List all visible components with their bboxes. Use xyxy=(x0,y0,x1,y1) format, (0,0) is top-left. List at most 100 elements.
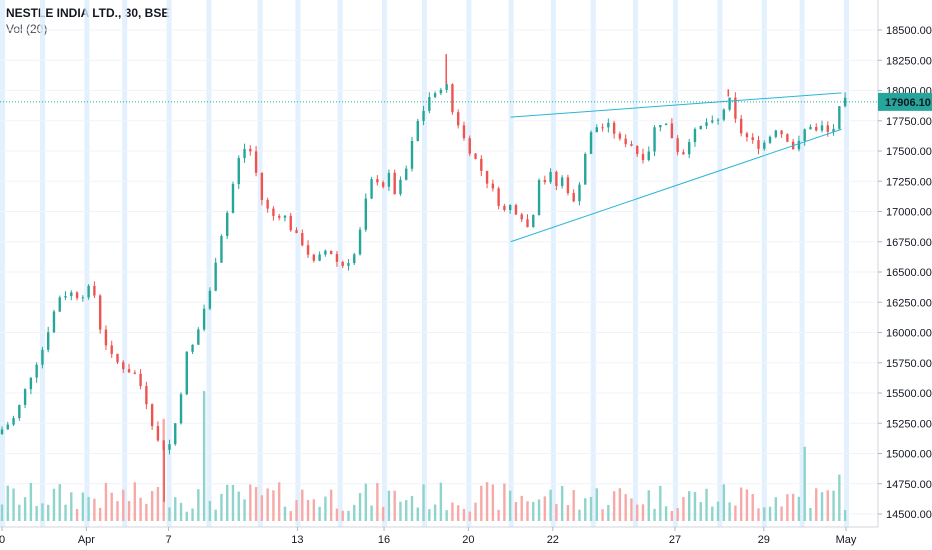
volume-bar xyxy=(370,505,373,521)
volume-bar xyxy=(35,506,38,521)
candle-body xyxy=(6,424,9,430)
candle-body xyxy=(630,144,633,146)
candle-body xyxy=(237,158,240,185)
session-band xyxy=(844,0,849,527)
candle-body xyxy=(133,372,137,374)
volume-bar xyxy=(122,489,125,521)
volume-bar xyxy=(716,501,720,521)
volume-bar xyxy=(566,505,570,521)
volume-bar xyxy=(139,497,142,521)
volume-bar xyxy=(514,502,518,521)
session-band xyxy=(550,0,556,527)
volume-bar xyxy=(699,502,702,521)
price-tick-label: 17750.00 xyxy=(886,116,932,128)
volume-bar xyxy=(318,506,321,521)
candle-body xyxy=(832,128,835,132)
volume-bar xyxy=(843,509,847,521)
volume-bar xyxy=(266,488,269,521)
volume-bar xyxy=(682,497,685,521)
volume-bar xyxy=(249,484,252,521)
volume-bar xyxy=(520,495,523,521)
volume-bar xyxy=(457,505,460,521)
volume-bar xyxy=(329,489,333,521)
trendlines xyxy=(510,92,842,243)
volume-bar xyxy=(653,508,656,521)
candle-body xyxy=(174,423,177,445)
candle-body xyxy=(514,205,518,215)
volume-bar xyxy=(29,482,33,521)
volume-bar xyxy=(220,493,223,521)
candle-body xyxy=(636,145,639,155)
volume-bar xyxy=(480,485,483,521)
session-band xyxy=(717,0,723,527)
candle-body xyxy=(324,250,327,255)
volume-bar xyxy=(237,491,240,521)
volume-bar xyxy=(705,488,708,521)
session-band xyxy=(590,0,596,527)
candle-body xyxy=(81,297,85,299)
candle-body xyxy=(503,205,506,210)
candle-body xyxy=(254,151,258,173)
candle-body xyxy=(18,404,21,419)
volume-bar xyxy=(641,504,645,521)
trendline xyxy=(510,92,842,118)
candle-body xyxy=(728,97,731,110)
volume-bar xyxy=(150,490,154,521)
session-band xyxy=(761,0,767,527)
volume-bar xyxy=(722,484,726,521)
volume-bar xyxy=(353,504,356,521)
candle-body xyxy=(428,96,431,111)
candle-body xyxy=(260,172,264,200)
volume-bar xyxy=(64,504,67,521)
time-axis-bg xyxy=(0,527,932,550)
candle-body xyxy=(283,215,287,218)
volume-bar xyxy=(405,500,408,521)
volume-bar xyxy=(110,492,113,521)
candle-body xyxy=(70,292,73,297)
session-band xyxy=(633,0,638,527)
candle-body xyxy=(462,125,466,139)
volume-bar xyxy=(104,482,108,521)
candle-body xyxy=(87,285,90,298)
volume-bar xyxy=(156,487,160,521)
volume-bar xyxy=(445,510,448,521)
grid-lines xyxy=(0,29,878,515)
session-band xyxy=(206,0,212,527)
volume-bar xyxy=(584,498,587,521)
volume-bar xyxy=(745,489,749,521)
volume-bar xyxy=(763,507,766,521)
session-band xyxy=(39,0,45,527)
volume-bar xyxy=(607,504,610,521)
volume-bar xyxy=(832,490,835,521)
volume-indicator-label[interactable]: Vol (20) xyxy=(6,22,48,36)
price-tick-label: 17500.00 xyxy=(886,146,932,158)
volume-bar xyxy=(462,508,466,521)
time-tick-label: 27 xyxy=(669,534,681,546)
volume-bar xyxy=(751,494,754,521)
candle-body xyxy=(641,154,645,161)
volume-bar xyxy=(618,488,622,521)
candle-body xyxy=(532,215,535,227)
candle-body xyxy=(780,130,783,135)
volume-bar xyxy=(497,509,500,521)
candle-body xyxy=(358,229,362,255)
candle-body xyxy=(168,444,171,450)
volume-bar xyxy=(451,502,454,521)
candle-body xyxy=(647,151,650,161)
candle-body xyxy=(584,153,587,185)
volume-bar xyxy=(410,496,414,521)
candle-body xyxy=(659,125,662,128)
candle-body xyxy=(768,136,772,143)
price-tick-label: 16500.00 xyxy=(886,267,932,279)
candle-body xyxy=(497,188,500,206)
candle-body xyxy=(693,129,697,143)
candle-body xyxy=(474,153,477,159)
candle-body xyxy=(116,353,119,363)
price-tick-label: 18250.00 xyxy=(886,55,932,67)
price-tick-label: 15000.00 xyxy=(886,449,932,461)
volume-bar xyxy=(670,511,674,521)
candle-body xyxy=(289,215,292,231)
candle-body xyxy=(422,110,425,122)
candle-body xyxy=(786,134,789,142)
